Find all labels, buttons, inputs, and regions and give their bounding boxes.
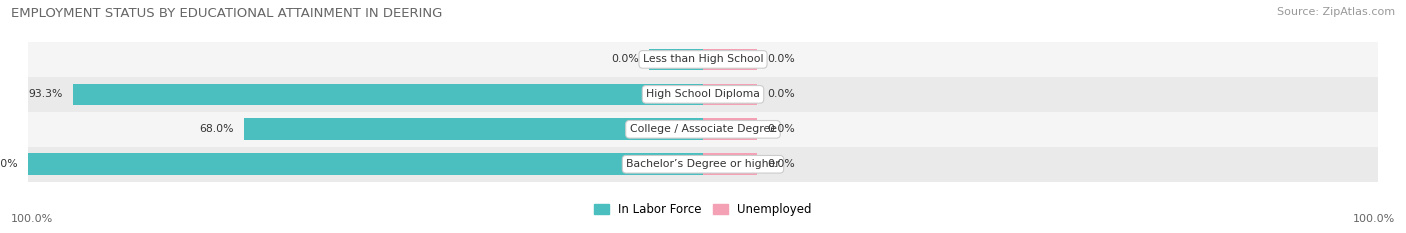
Text: 93.3%: 93.3% (30, 89, 63, 99)
Bar (28, 112, 1378, 147)
Bar (703, 84, 756, 105)
Bar (245, 118, 703, 140)
Bar (28, 77, 1378, 112)
Bar (28, 154, 703, 175)
Text: 100.0%: 100.0% (1353, 214, 1395, 224)
Bar (28, 42, 1378, 77)
Text: EMPLOYMENT STATUS BY EDUCATIONAL ATTAINMENT IN DEERING: EMPLOYMENT STATUS BY EDUCATIONAL ATTAINM… (11, 7, 443, 20)
Text: College / Associate Degree: College / Associate Degree (630, 124, 776, 134)
Text: 0.0%: 0.0% (768, 55, 794, 64)
Text: High School Diploma: High School Diploma (647, 89, 759, 99)
Bar (28, 147, 1378, 182)
Legend: In Labor Force, Unemployed: In Labor Force, Unemployed (589, 198, 817, 221)
Text: Bachelor’s Degree or higher: Bachelor’s Degree or higher (626, 159, 780, 169)
Text: 68.0%: 68.0% (200, 124, 233, 134)
Text: Less than High School: Less than High School (643, 55, 763, 64)
Bar (703, 154, 756, 175)
Bar (703, 118, 756, 140)
Bar (703, 49, 756, 70)
Text: Source: ZipAtlas.com: Source: ZipAtlas.com (1277, 7, 1395, 17)
Text: 0.0%: 0.0% (768, 89, 794, 99)
Text: 0.0%: 0.0% (768, 124, 794, 134)
Text: 0.0%: 0.0% (768, 159, 794, 169)
Bar (73, 84, 703, 105)
Text: 0.0%: 0.0% (612, 55, 638, 64)
Text: 100.0%: 100.0% (11, 214, 53, 224)
Text: 100.0%: 100.0% (0, 159, 18, 169)
Bar (650, 49, 703, 70)
